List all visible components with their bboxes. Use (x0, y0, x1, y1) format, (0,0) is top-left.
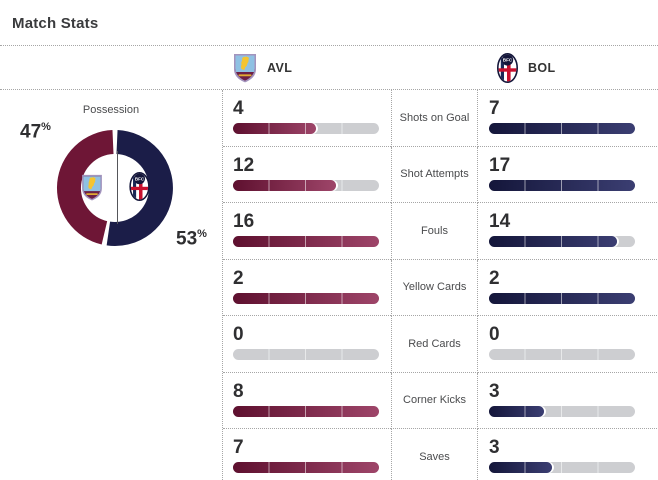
possession-home-arc (56, 130, 115, 245)
home-stat-bar (233, 462, 379, 473)
away-stat-value: 14 (489, 211, 511, 232)
home-stat-cell: 8 (223, 373, 391, 429)
stat-label: Yellow Cards (391, 259, 478, 316)
home-stat-cell: 12 (223, 147, 391, 203)
home-stat-bar (233, 405, 379, 417)
stat-label: Corner Kicks (391, 372, 478, 429)
away-stat-cell: 3 (478, 373, 658, 429)
away-stat-value: 0 (489, 324, 500, 345)
bol-crest-icon (497, 53, 518, 83)
home-stat-value: 7 (233, 437, 244, 458)
home-stat-cell: 7 (223, 429, 391, 480)
away-stat-value: 2 (489, 267, 500, 289)
avl-crest-icon (233, 53, 257, 83)
home-stat-value: 4 (233, 98, 244, 119)
header: Match Stats (0, 0, 658, 46)
avl-crest-icon (81, 174, 103, 201)
home-stat-cell: 2 (223, 260, 391, 316)
away-stat-bar (489, 292, 635, 304)
home-stat-value: 8 (233, 380, 244, 402)
home-stat-bar (233, 292, 379, 304)
home-stat-value: 16 (233, 211, 255, 232)
home-team-abbr: AVL (267, 60, 293, 75)
home-team-header: AVL (233, 53, 292, 83)
stats-body: Possession 47% 53% 4 Shots on Go (0, 90, 658, 480)
away-team-header: BOL (497, 53, 556, 83)
home-stat-bar (233, 349, 379, 360)
home-stat-cell: 0 (223, 316, 391, 373)
possession-donut-chart (56, 130, 173, 246)
home-stat-value: 2 (233, 267, 244, 289)
stat-label: Fouls (391, 203, 478, 260)
stat-label: Shot Attempts (391, 146, 478, 203)
possession-panel: Possession 47% 53% (0, 90, 222, 480)
stat-label: Red Cards (391, 316, 478, 373)
home-stat-cell: 16 (223, 203, 391, 260)
away-stat-cell: 3 (478, 429, 658, 480)
home-stat-bar (233, 123, 379, 134)
stats-grid: 4 Shots on Goal 7 12 Shot Attempts 17 (222, 90, 658, 480)
away-stat-cell: 7 (478, 90, 658, 147)
away-stat-bar (489, 349, 635, 360)
away-team-abbr: BOL (528, 60, 556, 75)
stat-label: Saves (391, 429, 478, 480)
home-stat-cell: 4 (223, 90, 391, 147)
away-stat-cell: 0 (478, 316, 658, 373)
page-title: Match Stats (12, 15, 99, 32)
away-stat-value: 3 (489, 380, 500, 402)
donut-center-divider (117, 151, 118, 224)
team-header-row: AVL BOL (0, 46, 658, 90)
away-stat-cell: 14 (478, 203, 658, 260)
possession-home-value: 47% (20, 121, 51, 143)
home-stat-value: 12 (233, 154, 255, 176)
possession-title: Possession (82, 104, 140, 116)
home-stat-bar (233, 236, 379, 247)
home-stat-bar (233, 179, 379, 191)
away-stat-cell: 2 (478, 260, 658, 316)
home-stat-value: 0 (233, 324, 244, 345)
possession-away-arc (106, 130, 173, 246)
away-stat-value: 17 (489, 154, 511, 176)
away-stat-bar (489, 236, 635, 247)
away-stat-cell: 17 (478, 147, 658, 203)
away-stat-bar (489, 405, 635, 417)
stat-label: Shots on Goal (391, 90, 478, 147)
away-stat-value: 3 (489, 437, 500, 458)
away-stat-bar (489, 123, 635, 134)
bol-crest-icon (129, 172, 150, 201)
possession-away-value: 53% (176, 228, 207, 250)
away-stat-bar (489, 462, 635, 473)
away-stat-value: 7 (489, 98, 500, 119)
away-stat-bar (489, 179, 635, 191)
